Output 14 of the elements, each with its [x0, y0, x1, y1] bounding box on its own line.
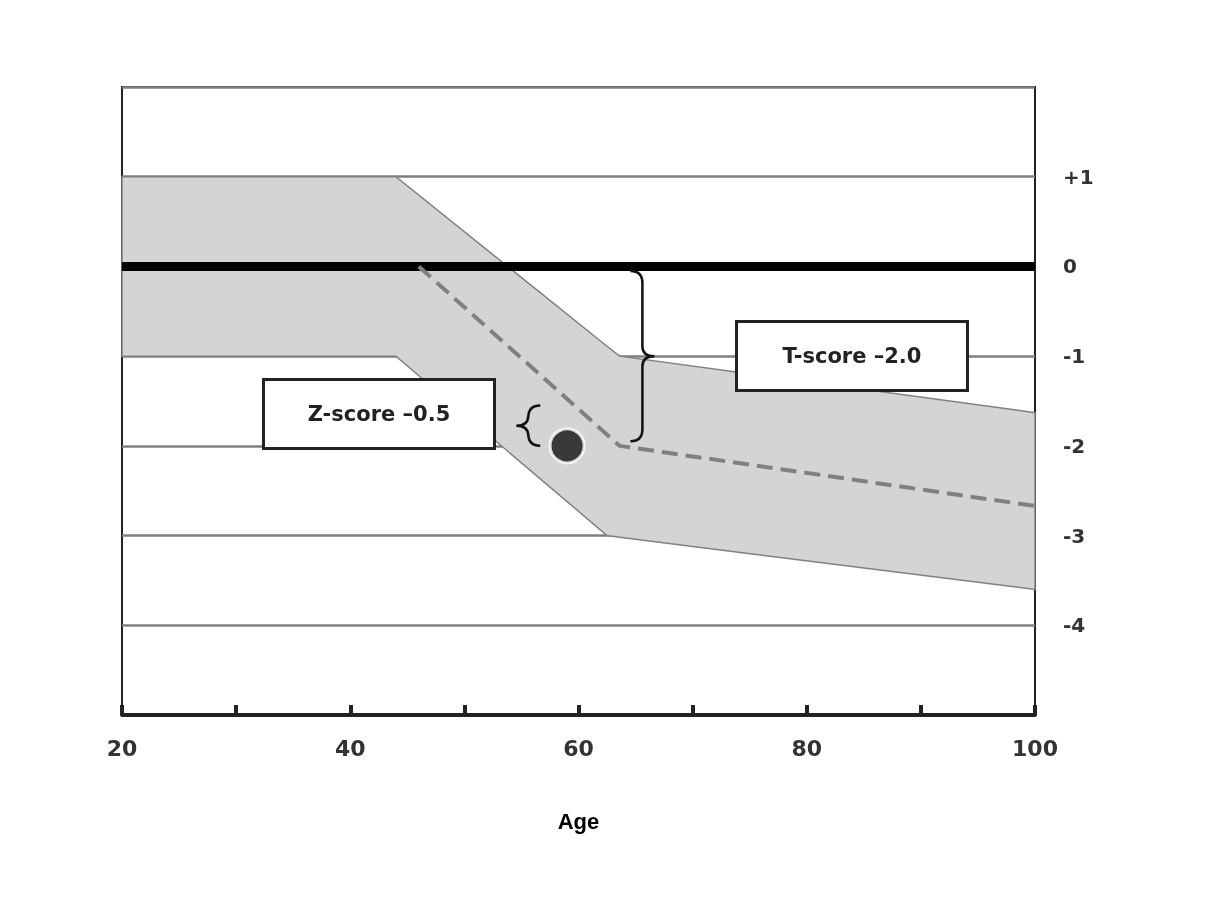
callout-box: Z-score –0.5 [262, 378, 496, 450]
x-axis-title: Age [557, 808, 600, 834]
y-tick-label: -3 [1063, 523, 1086, 548]
x-tick-label: 80 [791, 735, 823, 761]
x-tick-label: 100 [1012, 735, 1058, 761]
x-tick-label: 60 [563, 735, 594, 761]
y-tick-label: +1 [1063, 164, 1094, 189]
y-tick-label: 0 [1063, 254, 1077, 279]
y-tick-label: -1 [1063, 344, 1086, 369]
x-tick-label: 20 [106, 735, 138, 761]
callout-box: T-score –2.0 [735, 320, 969, 392]
y-tick-label: -4 [1063, 613, 1086, 638]
y-tick-label: -2 [1063, 433, 1086, 458]
x-tick-label: 40 [334, 735, 366, 761]
